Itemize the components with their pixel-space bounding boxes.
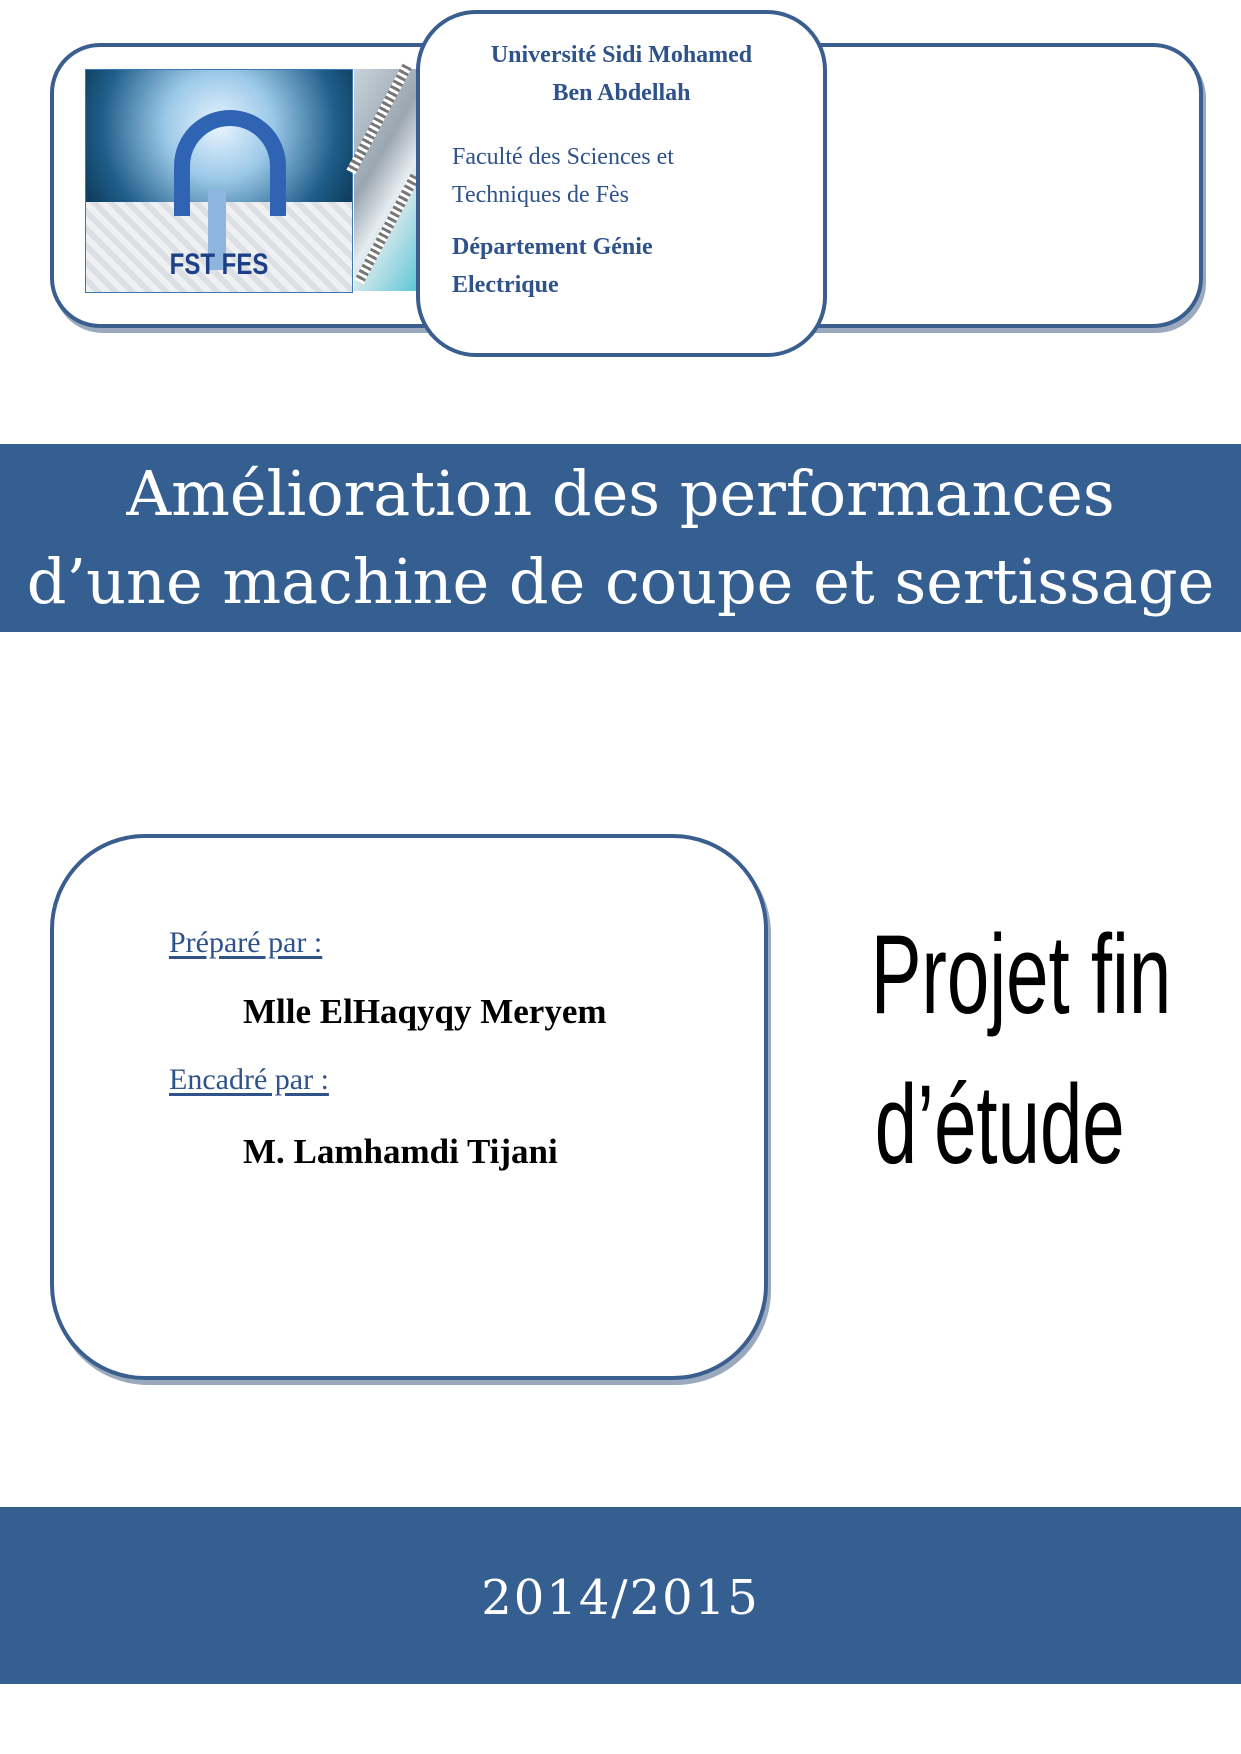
credits-box: Préparé par : Mlle ElHaqyqy Meryem Encad… bbox=[50, 834, 768, 1380]
logo-text: FST FES bbox=[169, 248, 269, 281]
logo-stem bbox=[208, 190, 226, 270]
decorative-cable-image bbox=[346, 63, 420, 291]
student-name: Mlle ElHaqyqy Meryem bbox=[243, 992, 607, 1031]
logo-arch bbox=[174, 110, 286, 216]
faculty-line-1: Faculté des Sciences et bbox=[452, 144, 674, 170]
university-line-1: Université Sidi Mohamed bbox=[490, 42, 753, 68]
faculty-line-2: Techniques de Fès bbox=[452, 182, 629, 208]
academic-year: 2014/2015 bbox=[481, 1570, 760, 1626]
footer-band: 2014/2015 bbox=[0, 1507, 1241, 1684]
university-name: Université Sidi Mohamed Ben Abdellah bbox=[420, 36, 823, 112]
title-line-1: Amélioration des performances bbox=[126, 457, 1115, 530]
project-type-line-2: d’étude bbox=[875, 1062, 1125, 1187]
department-name: Département Génie Electrique bbox=[452, 228, 653, 304]
institution-box: Université Sidi Mohamed Ben Abdellah Fac… bbox=[416, 10, 827, 357]
supervised-by-label: Encadré par : bbox=[169, 1063, 329, 1096]
prepared-by-label: Préparé par : bbox=[169, 926, 323, 959]
faculty-name: Faculté des Sciences et Techniques de Fè… bbox=[452, 138, 674, 214]
title-band: Amélioration des performances d’une mach… bbox=[0, 444, 1241, 632]
project-type-line-1: Projet fin bbox=[870, 912, 1172, 1037]
university-line-2: Ben Abdellah bbox=[552, 80, 691, 106]
department-line-2: Electrique bbox=[452, 272, 559, 298]
project-type: Projet fin d’étude bbox=[800, 900, 1200, 1200]
cable-stripe bbox=[354, 173, 420, 285]
fst-fes-logo: FST FES bbox=[85, 69, 353, 293]
cable-stripe bbox=[346, 63, 412, 175]
title-line-2: d’une machine de coupe et sertissage bbox=[26, 545, 1215, 618]
department-line-1: Département Génie bbox=[452, 234, 653, 260]
supervisor-name: M. Lamhamdi Tijani bbox=[243, 1132, 558, 1171]
